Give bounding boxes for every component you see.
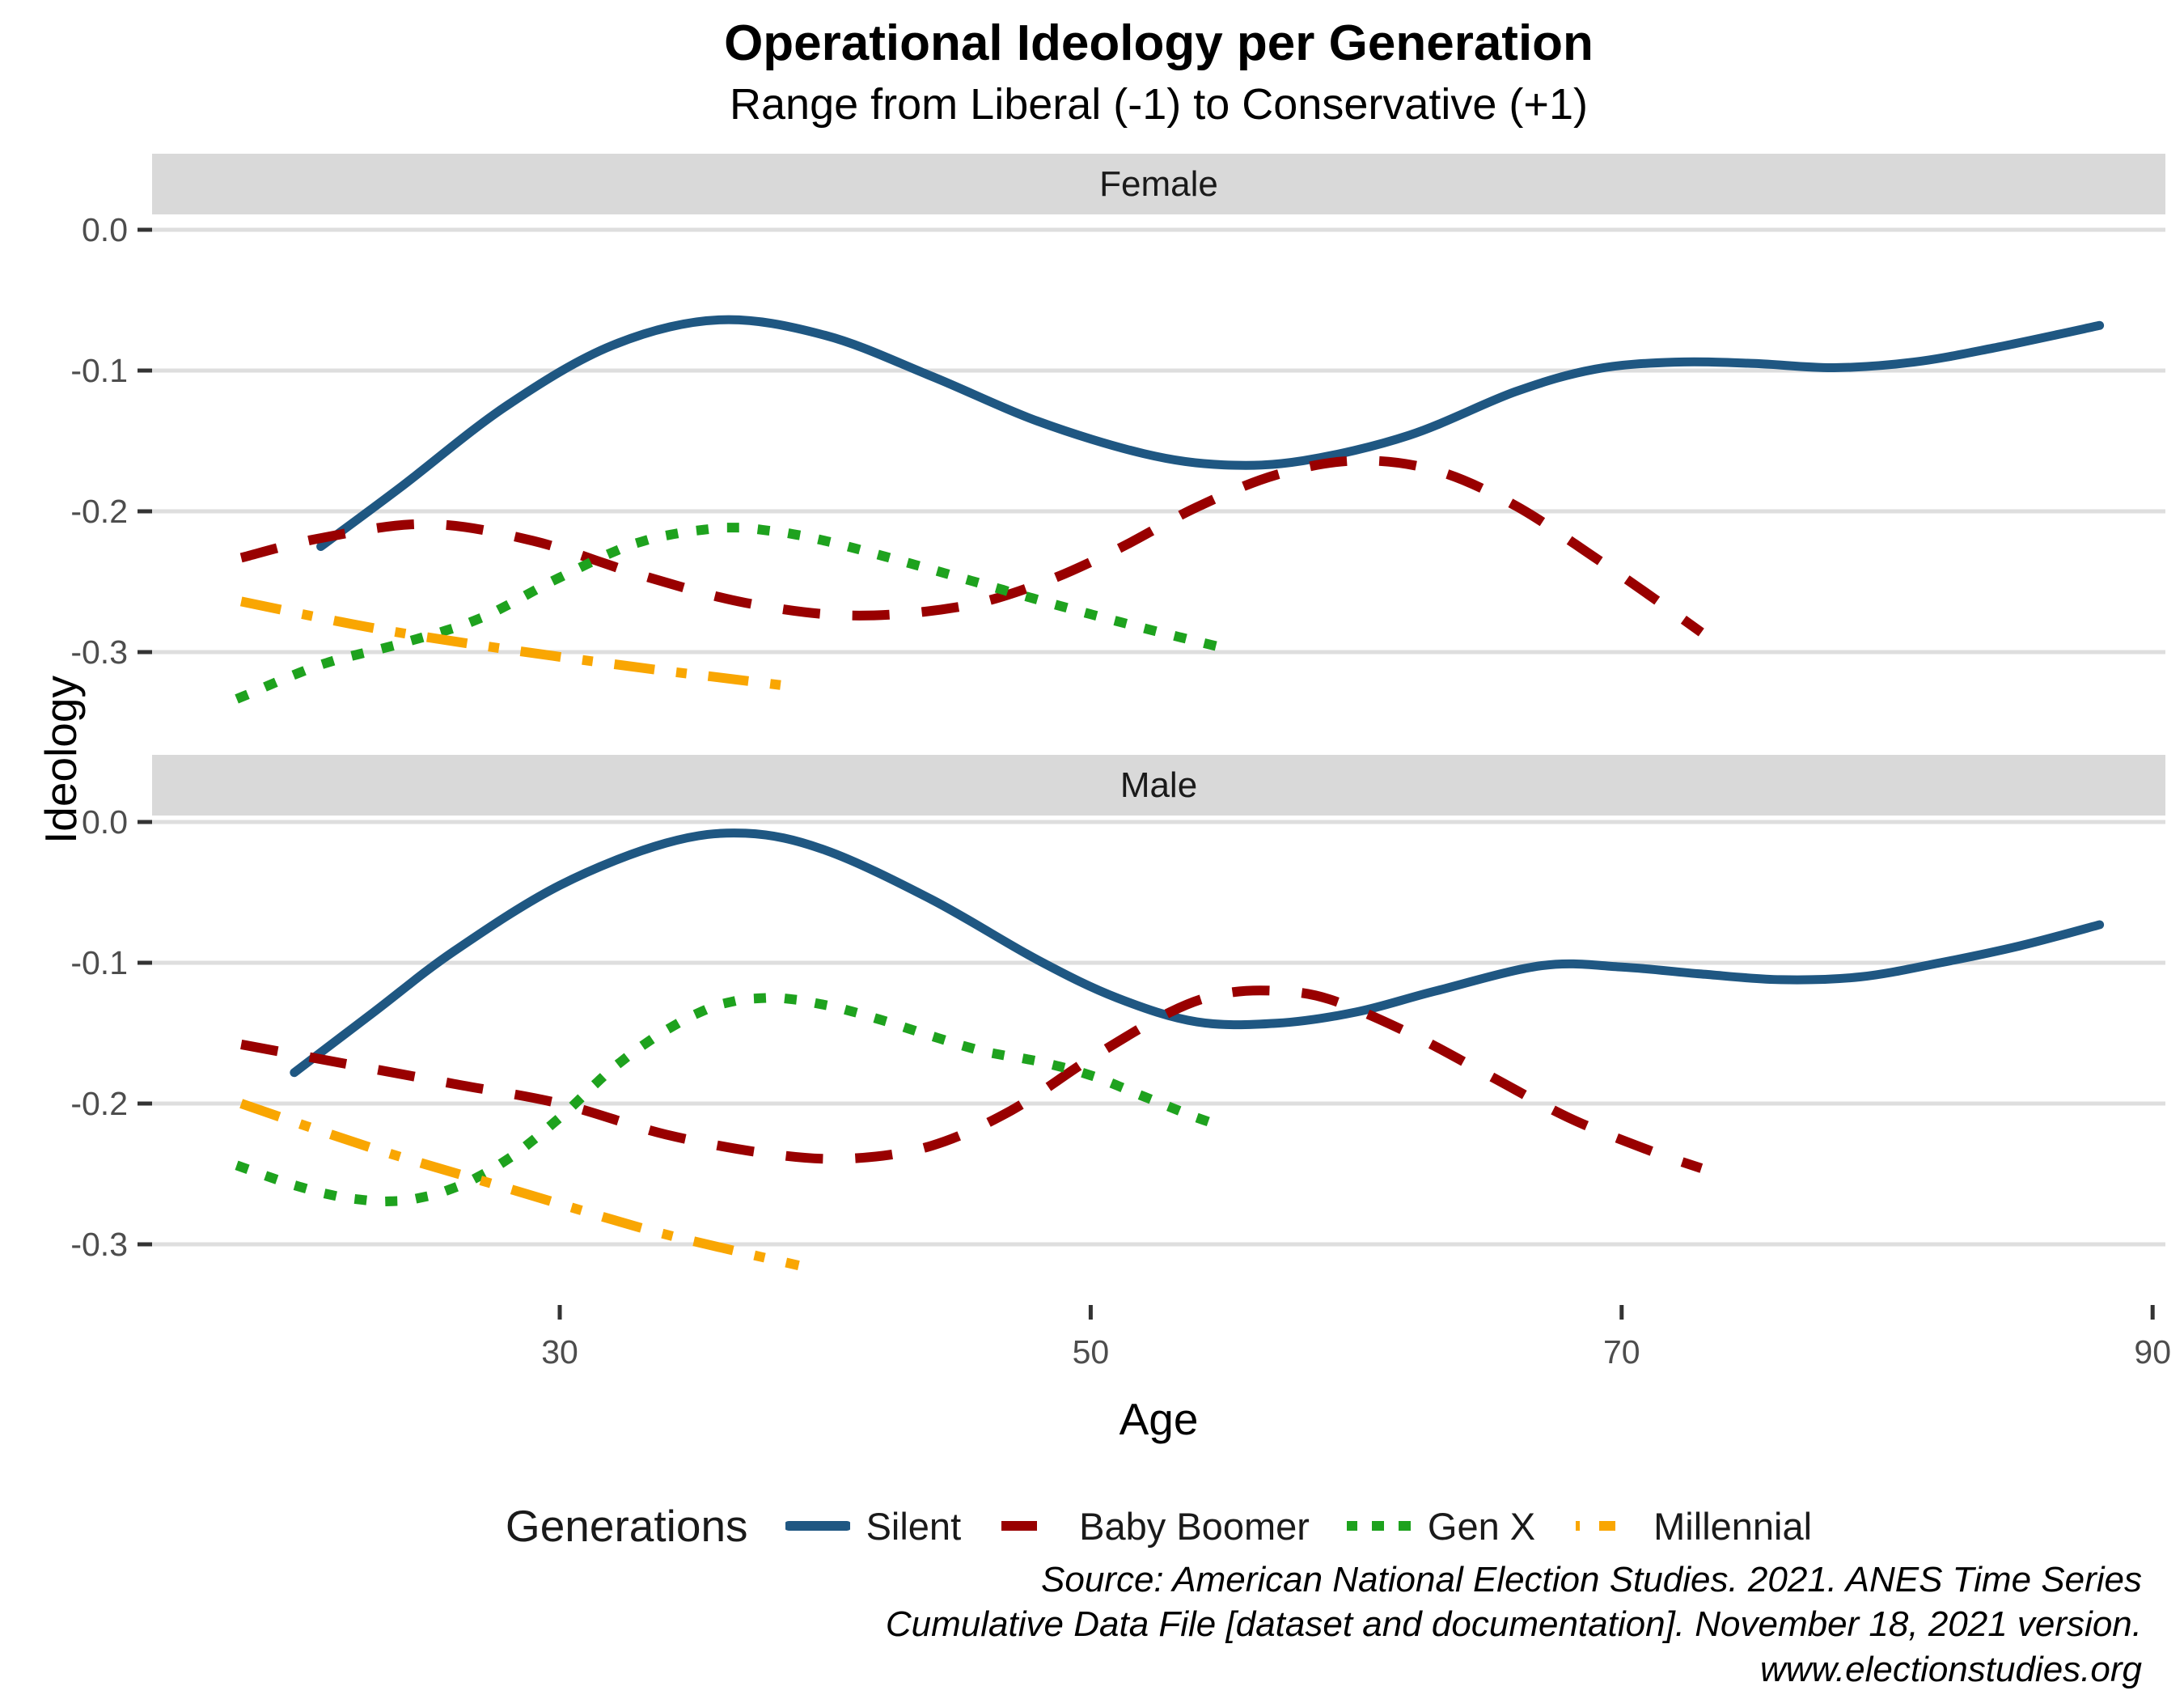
x-tick-label: 50 [1073, 1333, 1110, 1371]
y-tick-label: -0.2 [70, 1085, 128, 1122]
y-tick-label: 0.0 [82, 803, 128, 841]
facet-strip-female-label: Female [1099, 163, 1218, 204]
facet-strip-female: Female [152, 154, 2165, 214]
series-line-millennial-male [239, 1099, 800, 1270]
series-line-gen-x-male [235, 993, 1230, 1206]
millennial-line-key-icon [1576, 1521, 1635, 1531]
legend-item-baby-boomer: Baby Boomer [998, 1504, 1310, 1549]
x-tick-label: 30 [541, 1333, 578, 1371]
facet-strip-male: Male [152, 755, 2165, 816]
baby-boomer-line-key-icon [1001, 1521, 1060, 1531]
legend-title: Generations [505, 1501, 748, 1551]
series-line-silent-male [290, 828, 2105, 1078]
series-line-baby-boomer-female [239, 455, 1704, 637]
facet-strip-male-label: Male [1120, 765, 1198, 805]
y-tick-label: -0.1 [70, 944, 128, 981]
series-line-millennial-female [239, 596, 800, 693]
legend-label-baby-boomer: Baby Boomer [1079, 1504, 1310, 1548]
y-tick-label: -0.3 [70, 1226, 128, 1263]
legend-label-gen-x: Gen X [1427, 1504, 1536, 1548]
series-line-gen-x-female [235, 523, 1230, 704]
series-line-baby-boomer-male [240, 985, 1704, 1173]
y-axis-title: Ideology [36, 676, 86, 844]
legend-label-silent: Silent [866, 1504, 962, 1548]
x-tick-label: 70 [1603, 1333, 1640, 1371]
x-tick-label: 90 [2134, 1333, 2171, 1371]
source-caption: Source: American National Election Studi… [886, 1557, 2142, 1692]
y-tick-label: 0.0 [82, 211, 128, 248]
legend-label-millennial: Millennial [1653, 1504, 1813, 1548]
legend: Generations Silent Baby Boomer Gen X Mil… [152, 1494, 2165, 1558]
legend-item-millennial: Millennial [1572, 1504, 1812, 1549]
gen-x-line-key-icon [1346, 1521, 1412, 1531]
caption-line-3: www.electionstudies.org [1759, 1649, 2142, 1689]
y-tick-label: -0.1 [70, 352, 128, 389]
caption-line-1: Source: American National Election Studi… [1041, 1560, 2142, 1599]
y-tick-label: -0.2 [70, 493, 128, 530]
series-line-silent-female [316, 315, 2105, 551]
x-axis-title: Age [1119, 1394, 1199, 1444]
caption-line-2: Cumulative Data File [dataset and docume… [885, 1604, 2142, 1645]
page-subtitle: Range from Liberal (-1) to Conservative … [730, 80, 1588, 129]
page-title: Operational Ideology per Generation [724, 15, 1594, 71]
legend-item-silent: Silent [785, 1504, 962, 1549]
silent-line-key-icon [785, 1521, 850, 1531]
legend-item-gen-x: Gen X [1346, 1504, 1536, 1549]
y-tick-label: -0.3 [70, 633, 128, 671]
